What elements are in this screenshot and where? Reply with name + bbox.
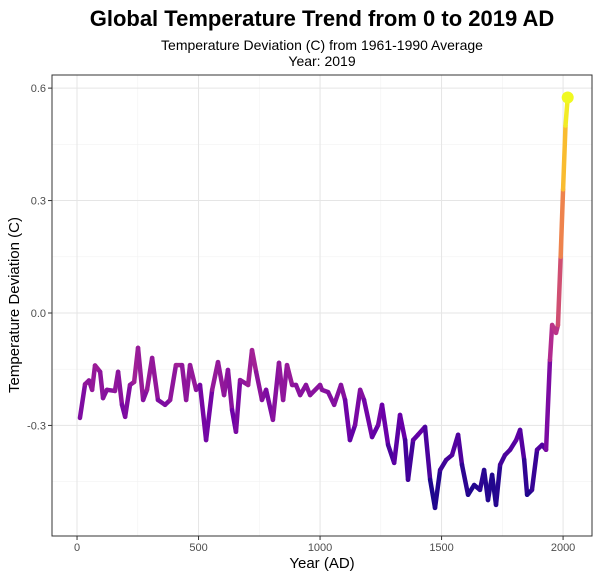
series-segment xyxy=(249,347,259,375)
series-segment xyxy=(459,462,471,498)
series-segment xyxy=(555,254,563,328)
series-segment xyxy=(342,397,353,443)
series-segment xyxy=(379,402,391,448)
x-tick-label: 1500 xyxy=(429,542,453,554)
y-tick-label: 0.0 xyxy=(31,308,46,320)
series-segment xyxy=(493,462,503,508)
series-segment xyxy=(558,187,566,260)
x-tick-label: 2000 xyxy=(551,542,575,554)
series-segment xyxy=(77,381,88,421)
current-year-marker xyxy=(561,91,574,104)
y-tick-label: 0.3 xyxy=(31,196,46,208)
x-tick-label: 1000 xyxy=(308,542,332,554)
chart-title: Global Temperature Trend from 0 to 2019 … xyxy=(90,6,555,31)
series-segment xyxy=(361,397,375,440)
series-segment xyxy=(338,382,348,403)
series-segment xyxy=(405,437,416,483)
series-segment xyxy=(543,357,553,453)
series-segment xyxy=(455,432,465,468)
series-segment xyxy=(432,467,443,511)
series-segment xyxy=(167,362,179,403)
chart-subtitle-year: Year: 2019 xyxy=(288,53,355,69)
series-segment xyxy=(529,447,540,493)
series-segment xyxy=(149,355,161,403)
grid xyxy=(52,75,592,536)
series-segment xyxy=(347,422,358,443)
series-segment xyxy=(135,345,146,403)
series-segment xyxy=(547,322,555,363)
series-segment xyxy=(284,362,295,388)
temperature-series xyxy=(77,91,574,511)
series-segment xyxy=(225,367,235,413)
series-segment xyxy=(233,377,243,435)
series-segment xyxy=(97,369,106,401)
x-axis-label: Year (AD) xyxy=(289,555,354,572)
y-tick-label: 0.6 xyxy=(31,83,46,95)
chart-subtitle: Temperature Deviation (C) from 1961-1990… xyxy=(161,37,483,53)
series-segment xyxy=(517,427,527,463)
series-segment xyxy=(521,457,530,498)
series-segment xyxy=(203,387,215,443)
series-segment xyxy=(253,369,265,403)
series-segment xyxy=(391,412,403,466)
series-segment xyxy=(122,382,133,420)
series-segment xyxy=(187,362,199,393)
series-segment xyxy=(115,369,125,408)
series-segment xyxy=(352,387,363,428)
x-tick-label: 500 xyxy=(189,542,207,554)
series-segment xyxy=(89,363,98,393)
panel-border xyxy=(51,74,593,537)
y-tick-label: -0.3 xyxy=(27,420,46,432)
series-segment xyxy=(397,412,408,443)
series-segment xyxy=(422,424,433,483)
y-axis-label: Temperature Deviation (C) xyxy=(6,217,23,393)
axes: 0 500 1000 1500 2000 -0.3 0.0 0.3 0.6 xyxy=(27,83,575,554)
series-segment xyxy=(560,123,568,192)
x-tick-label: 0 xyxy=(74,542,80,554)
